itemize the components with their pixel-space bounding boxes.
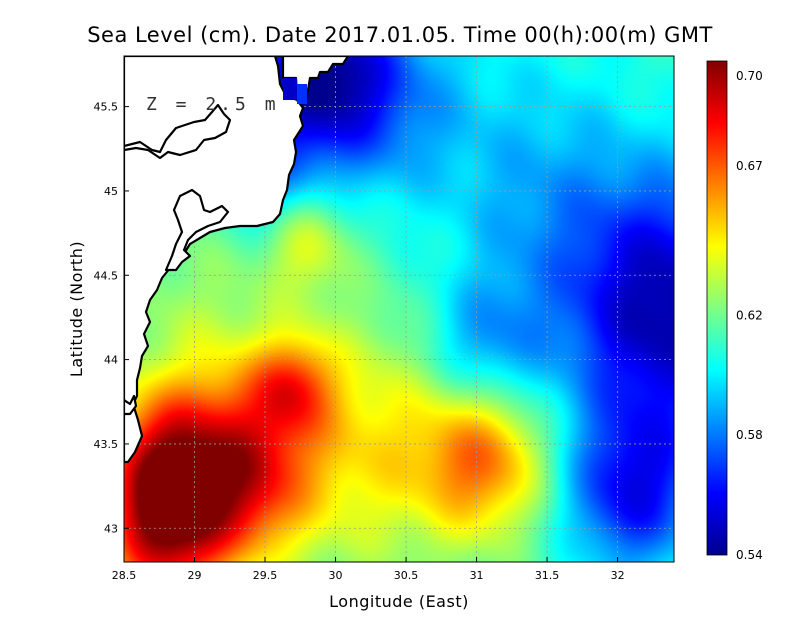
colorbar-frame: [706, 60, 728, 556]
figure-title: Sea Level (cm). Date 2017.01.05. Time 00…: [87, 23, 713, 47]
x-axis-ticks: 28.5 29 29.5 30 30.5 31 31.5 32: [112, 557, 625, 582]
lagoon-outline: [164, 188, 230, 272]
x-tick-label: 29.5: [253, 569, 278, 582]
colorbar-tick-label: 0.62: [736, 308, 763, 322]
danube-delta-inlet: [124, 103, 232, 160]
x-tick-label: 30.5: [394, 569, 419, 582]
colorbar-tick-label: 0.70: [736, 69, 763, 83]
x-tick-label: 31.5: [535, 569, 560, 582]
y-tick-label: 44.5: [94, 269, 119, 282]
y-axis-label: Latitude (North): [67, 241, 86, 377]
plot-frame: [123, 55, 675, 563]
y-tick-label: 43.5: [94, 438, 119, 451]
river-mouth-cell: [283, 78, 297, 100]
colorbar-tick-label: 0.54: [736, 548, 763, 562]
river-mouth-cell: [297, 84, 307, 104]
colorbar-tick-label: 0.58: [736, 428, 763, 442]
depth-annotation: Z = 2.5 m: [146, 94, 280, 115]
coast-bay: [124, 394, 138, 416]
y-tick-label: 45.5: [94, 101, 119, 114]
colorbar-tick-label: 0.67: [736, 159, 763, 173]
crimea-coast: [124, 56, 305, 464]
coastline: [124, 56, 350, 464]
colorbar-ticks: 0.70 0.67 0.62 0.58 0.54: [736, 69, 763, 562]
y-tick-label: 45: [104, 185, 118, 198]
x-tick-label: 29: [188, 569, 202, 582]
x-tick-label: 31: [470, 569, 484, 582]
x-tick-label: 32: [611, 569, 625, 582]
blue-cells: [283, 78, 307, 104]
colorbar-gradient: [707, 61, 727, 555]
x-tick-label: 30: [329, 569, 343, 582]
colorbar: 0.70 0.67 0.62 0.58 0.54: [706, 60, 763, 562]
x-tick-label: 28.5: [112, 569, 137, 582]
y-tick-label: 43: [104, 522, 118, 535]
x-axis-label: Longitude (East): [329, 592, 469, 611]
y-axis-ticks: 43 43.5 44 44.5 45 45.5: [94, 101, 129, 535]
y-tick-label: 44: [104, 354, 118, 367]
